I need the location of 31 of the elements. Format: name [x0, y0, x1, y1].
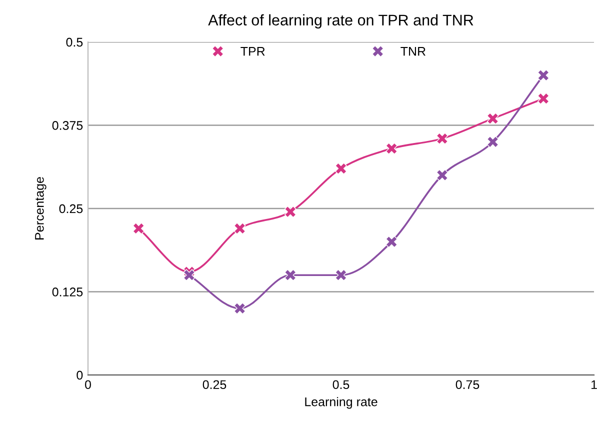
point [436, 169, 448, 182]
point [436, 132, 448, 144]
y-tick-label: 0.5 [66, 38, 83, 47]
x-tick-label: 1 [591, 380, 597, 389]
point [486, 112, 499, 124]
point [234, 222, 246, 234]
point [386, 236, 398, 248]
point [335, 269, 347, 282]
point [335, 162, 347, 174]
x-axis-title: Learning rate [305, 397, 378, 409]
point [386, 142, 398, 154]
y-tick-label: 0 [76, 370, 83, 380]
point [132, 222, 145, 234]
point [284, 269, 296, 282]
legend-label: TPR [240, 47, 265, 56]
point [234, 302, 246, 314]
point [486, 136, 499, 148]
x-tick-label: 0 [85, 380, 91, 390]
x-tick-label: 0.75 [456, 380, 480, 390]
x-tick-label: 0.25 [202, 380, 226, 390]
point [537, 69, 550, 82]
point [284, 206, 296, 218]
y-tick-label: 0.375 [52, 121, 83, 130]
legend-label: TNR [400, 47, 426, 56]
y-tick-label: 0.25 [59, 204, 83, 214]
point [183, 269, 196, 282]
x-tick-label: 0.5 [332, 380, 350, 390]
point [537, 92, 550, 105]
y-tick-label: 0.125 [52, 288, 83, 296]
chart-title: Affect of learning rate on TPR and TNR [208, 14, 474, 29]
y-axis-title: Percentage [35, 177, 46, 240]
